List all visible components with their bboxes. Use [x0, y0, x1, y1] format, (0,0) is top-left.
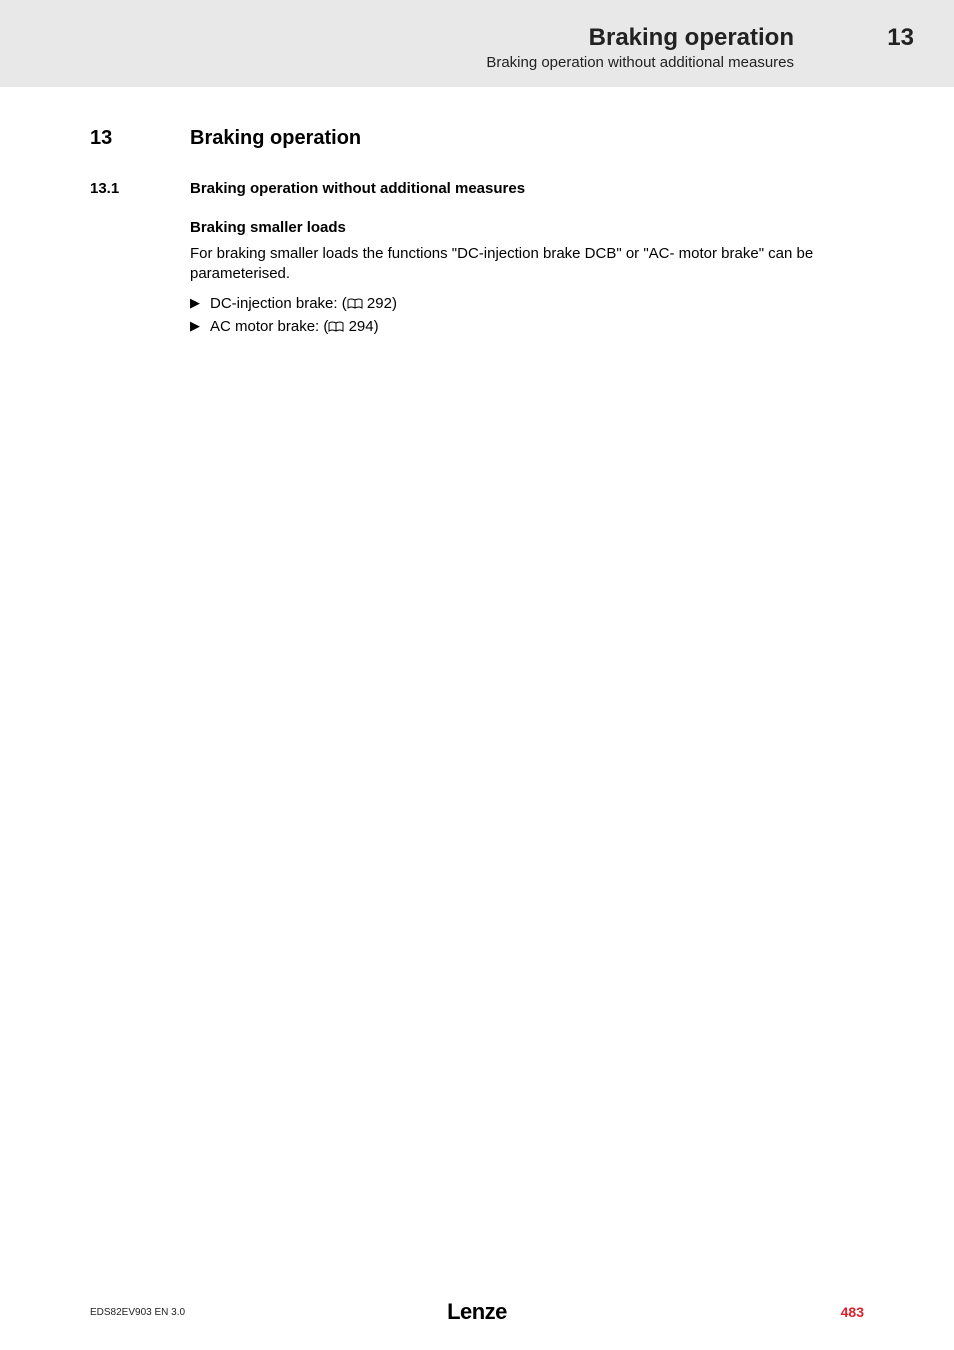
heading-2: 13.1 Braking operation without additiona…	[90, 180, 864, 197]
heading-2-title: Braking operation without additional mea…	[190, 180, 525, 197]
triangle-bullet-icon: ▶	[190, 318, 200, 334]
header-subtitle: Braking operation without additional mea…	[40, 54, 794, 71]
page-footer: EDS82EV903 EN 3.0 Lenze 483	[0, 1304, 954, 1320]
paragraph: For braking smaller loads the functions …	[190, 244, 864, 285]
heading-1: 13 Braking operation	[90, 127, 864, 150]
footer-page-number: 483	[841, 1304, 864, 1320]
heading-3: Braking smaller loads	[190, 219, 864, 236]
bullet-item: ▶ AC motor brake: ( 294)	[190, 318, 864, 335]
bullet-reference: ( 294)	[319, 318, 378, 335]
bullet-text: AC motor brake:	[210, 318, 319, 335]
book-icon	[347, 295, 363, 312]
heading-1-title: Braking operation	[190, 127, 361, 150]
bullet-item: ▶ DC-injection brake: ( 292)	[190, 295, 864, 312]
bullet-ref-number: 294	[349, 318, 374, 335]
triangle-bullet-icon: ▶	[190, 295, 200, 311]
bullet-reference: ( 292)	[338, 295, 397, 312]
body-block: Braking smaller loads For braking smalle…	[190, 219, 864, 335]
header-title: Braking operation	[40, 24, 794, 52]
heading-1-number: 13	[90, 127, 190, 150]
header-text-block: Braking operation Braking operation with…	[40, 24, 794, 71]
footer-doc-id: EDS82EV903 EN 3.0	[90, 1307, 185, 1318]
book-icon	[328, 318, 344, 335]
bullet-text: DC-injection brake:	[210, 295, 338, 312]
page-header: Braking operation Braking operation with…	[0, 0, 954, 87]
bullet-ref-number: 292	[367, 295, 392, 312]
footer-brand-logo: Lenze	[447, 1299, 507, 1325]
header-chapter-number: 13	[884, 24, 914, 52]
heading-2-number: 13.1	[90, 180, 190, 197]
content-area: 13 Braking operation 13.1 Braking operat…	[0, 87, 954, 335]
